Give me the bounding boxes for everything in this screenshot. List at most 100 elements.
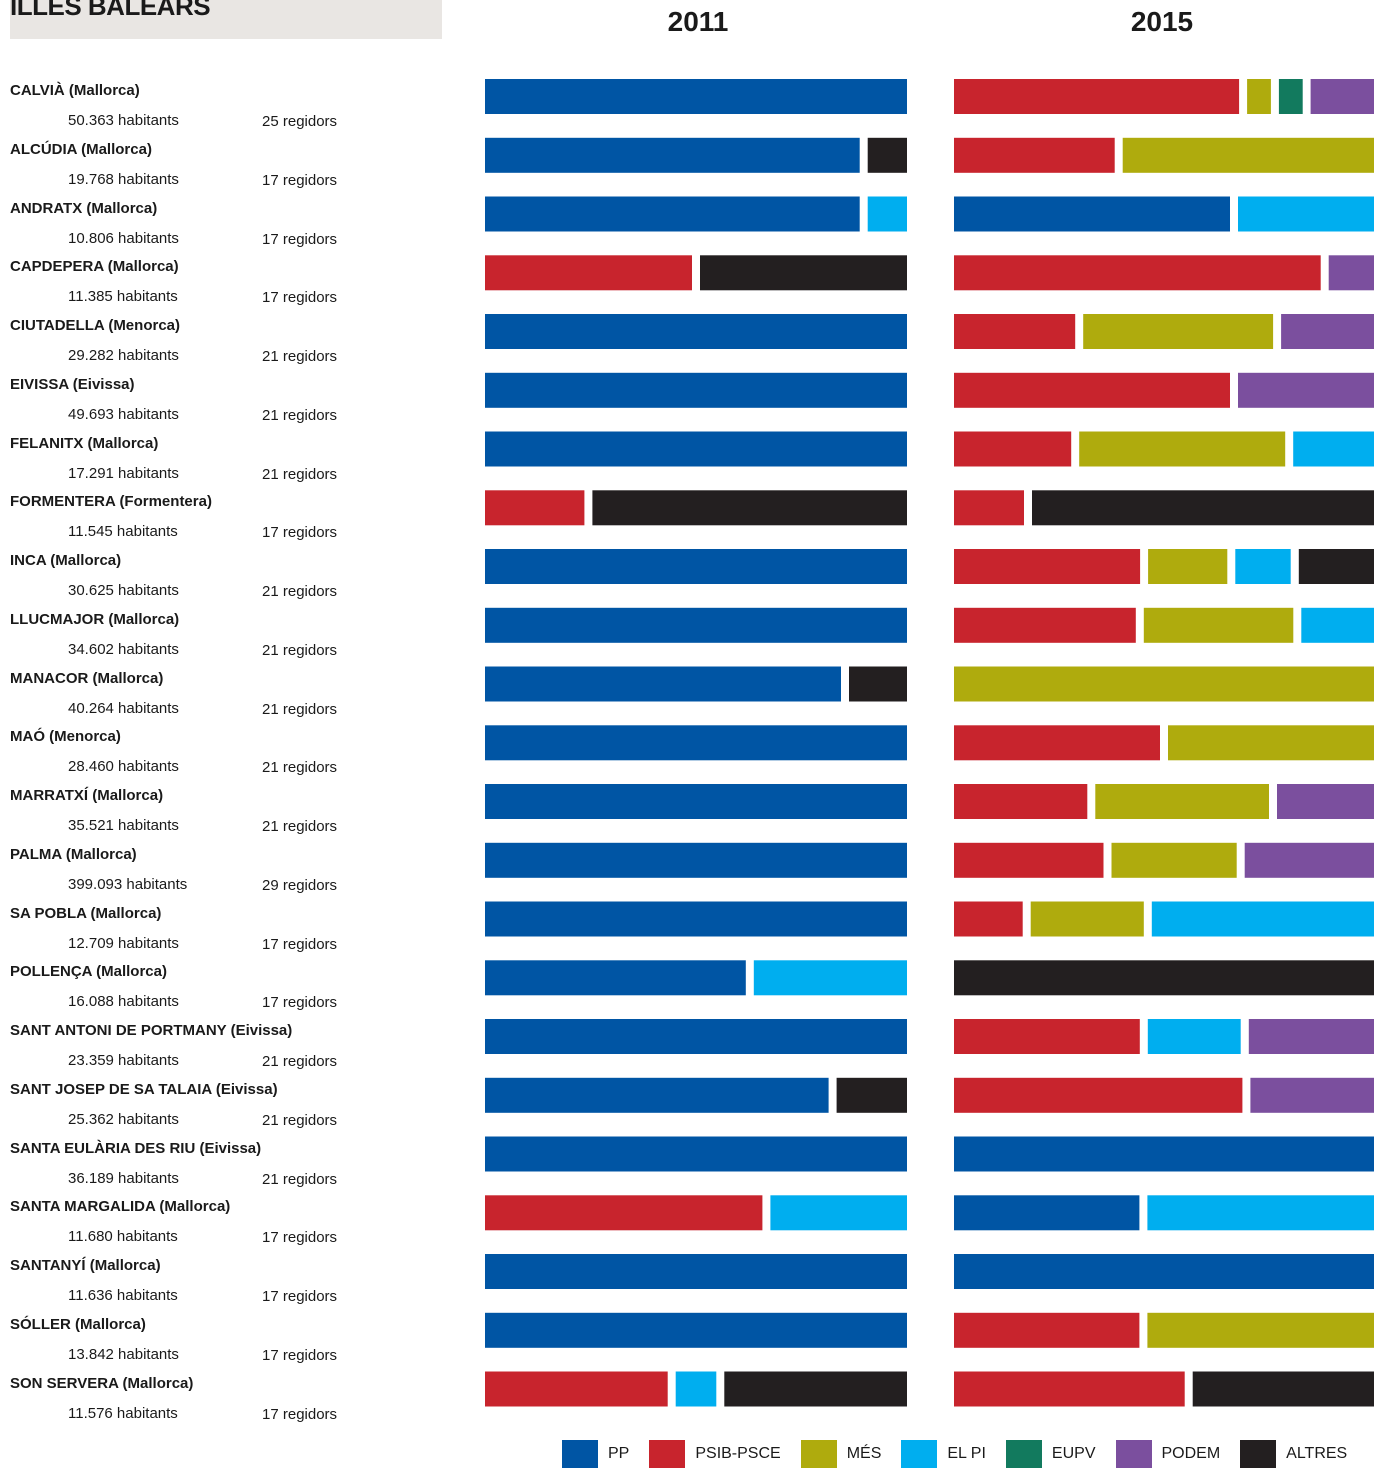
municipality-name: ALCÚDIA (Mallorca) bbox=[10, 140, 152, 158]
bar-segment-alcudia-mallorca-y2015-psib-psce bbox=[954, 137, 1115, 173]
bar-segment-sa-pobla-mallorca-y2015-psib-psce bbox=[954, 901, 1023, 937]
municipality-name: MANACOR (Mallorca) bbox=[10, 669, 164, 687]
municipality-name: SANT ANTONI DE PORTMANY (Eivissa) bbox=[10, 1022, 293, 1039]
municipality-name: SANTANYÍ (Mallorca) bbox=[10, 1257, 161, 1274]
municipality-councillors: 21 regidors bbox=[262, 1170, 338, 1188]
municipality-councillors: 17 regidors bbox=[262, 1229, 338, 1247]
bar-segment-sa-pobla-mallorca-y2011-pp bbox=[485, 901, 907, 937]
municipality-name: SANTA EULÀRIA DES RIU (Eivissa) bbox=[10, 1139, 262, 1157]
bar-segment-marratxi-mallorca-y2015-podem bbox=[1277, 784, 1374, 819]
bar-segment-andratx-mallorca-y2015-el-pi bbox=[1238, 196, 1374, 232]
bar-segment-mao-menorca-y2011-pp bbox=[485, 725, 907, 761]
bar-segment-marratxi-mallorca-y2015-psib-psce bbox=[954, 784, 1088, 819]
bar-segment-calvia-mallorca-y2015-mes bbox=[1247, 79, 1271, 114]
municipality-population: 11.385 habitants bbox=[68, 288, 178, 306]
municipality-councillors: 21 regidors bbox=[262, 700, 338, 718]
municipality-population: 35.521 habitants bbox=[68, 817, 179, 834]
bar-segment-eivissa-eivissa-y2015-psib-psce bbox=[954, 372, 1230, 408]
bar-segment-manacor-mallorca-y2011-altres bbox=[849, 666, 907, 702]
municipality-population: 29.282 habitants bbox=[68, 347, 179, 364]
municipality-councillors: 17 regidors bbox=[262, 230, 338, 248]
municipality-councillors: 17 regidors bbox=[262, 1288, 338, 1305]
municipality-population: 36.189 habitants bbox=[68, 1169, 179, 1187]
bar-segment-son-servera-mallorca-y2011-psib-psce bbox=[485, 1371, 668, 1407]
bar-segment-alcudia-mallorca-y2011-altres bbox=[867, 137, 907, 173]
municipality-name: ANDRATX (Mallorca) bbox=[10, 199, 158, 217]
municipality-councillors: 17 regidors bbox=[262, 1405, 338, 1423]
legend: PP PSIB-PSCE MÉS EL PI EUPV PODEM ALTRES bbox=[562, 1440, 1367, 1468]
bar-segment-sant-antoni-de-portmany-eivissa-y2015-psib-psce bbox=[954, 1019, 1140, 1054]
bar-segment-son-servera-mallorca-y2011-el-pi bbox=[675, 1371, 717, 1407]
legend-label: ALTRES bbox=[1286, 1445, 1348, 1462]
municipality-councillors: 21 regidors bbox=[262, 583, 338, 600]
legend-item-altres: ALTRES bbox=[1240, 1440, 1347, 1468]
municipality-name: MARRATXÍ (Mallorca) bbox=[10, 787, 164, 804]
bar-segment-mao-menorca-y2015-mes bbox=[1168, 725, 1374, 761]
bar-segment-capdepera-mallorca-y2015-psib-psce bbox=[954, 255, 1321, 291]
municipality-population: 30.625 habitants bbox=[68, 582, 179, 599]
municipality-population: 19.768 habitants bbox=[68, 170, 179, 188]
municipality-councillors: 17 regidors bbox=[262, 289, 338, 307]
bar-segment-inca-mallorca-y2011-pp bbox=[485, 549, 907, 584]
bar-segment-sant-josep-de-sa-talaia-eivissa-y2011-pp bbox=[485, 1077, 829, 1113]
bar-segment-calvia-mallorca-y2015-psib-psce bbox=[954, 79, 1240, 114]
legend-item-eupv: EUPV bbox=[1005, 1440, 1096, 1468]
legend-label: PSIB-PSCE bbox=[695, 1445, 781, 1462]
municipality-name: FELANITX (Mallorca) bbox=[10, 434, 159, 452]
bar-segment-santa-margalida-mallorca-y2015-el-pi bbox=[1147, 1195, 1374, 1231]
bar-segment-llucmajor-mallorca-y2015-el-pi bbox=[1301, 607, 1374, 643]
bar-segment-andratx-mallorca-y2011-pp bbox=[485, 196, 860, 232]
municipality-name: CALVIÀ (Mallorca) bbox=[10, 82, 140, 99]
municipality-name: SANTA MARGALIDA (Mallorca) bbox=[10, 1198, 231, 1216]
municipality-name: SÓLLER (Mallorca) bbox=[10, 1315, 146, 1333]
municipality-councillors: 25 regidors bbox=[262, 113, 338, 130]
municipality-name: CAPDEPERA (Mallorca) bbox=[10, 258, 179, 276]
bar-segment-palma-mallorca-y2015-podem bbox=[1244, 842, 1374, 878]
municipality-councillors: 21 regidors bbox=[262, 348, 338, 365]
year-title-2011: 2011 bbox=[667, 6, 729, 37]
municipality-councillors: 17 regidors bbox=[262, 994, 338, 1012]
legend-item-mes: MÉS bbox=[800, 1440, 881, 1468]
legend-item-el-pi: EL PI bbox=[901, 1440, 986, 1468]
header-box bbox=[10, 0, 442, 39]
municipality-name: SANT JOSEP DE SA TALAIA (Eivissa) bbox=[10, 1080, 278, 1098]
bar-segment-santa-margalida-mallorca-y2015-pp bbox=[954, 1195, 1140, 1231]
bar-segment-formentera-formentera-y2015-altres bbox=[1032, 490, 1374, 526]
bar-segment-llucmajor-mallorca-y2015-psib-psce bbox=[954, 607, 1136, 643]
bar-segment-sa-pobla-mallorca-y2015-mes bbox=[1030, 901, 1144, 937]
municipality-population: 11.576 habitants bbox=[68, 1404, 178, 1422]
bar-segment-palma-mallorca-y2011-pp bbox=[485, 842, 907, 878]
bar-segment-calvia-mallorca-y2015-podem bbox=[1310, 79, 1374, 114]
bar-segment-andratx-mallorca-y2015-pp bbox=[954, 196, 1230, 232]
bar-segment-son-servera-mallorca-y2015-altres bbox=[1192, 1371, 1374, 1407]
legend-label: PP bbox=[608, 1445, 630, 1462]
bar-segment-santa-eularia-des-riu-eivissa-y2015-pp bbox=[954, 1136, 1374, 1172]
bar-segment-manacor-mallorca-y2011-pp bbox=[485, 666, 841, 702]
municipality-name: POLLENÇA (Mallorca) bbox=[10, 963, 167, 981]
bar-segment-felanitx-mallorca-y2015-mes bbox=[1079, 431, 1286, 467]
municipality-population: 23.359 habitants bbox=[68, 1052, 179, 1069]
bar-segment-santanyi-mallorca-y2011-pp bbox=[485, 1254, 907, 1289]
municipality-councillors: 29 regidors bbox=[262, 876, 338, 894]
bar-segment-sant-josep-de-sa-talaia-eivissa-y2011-altres bbox=[836, 1077, 907, 1113]
municipality-name: CIUTADELLA (Menorca) bbox=[10, 317, 180, 334]
bar-segment-santa-margalida-mallorca-y2011-psib-psce bbox=[485, 1195, 763, 1231]
bar-segment-marratxi-mallorca-y2015-mes bbox=[1095, 784, 1269, 819]
municipality-name: LLUCMAJOR (Mallorca) bbox=[10, 610, 180, 628]
municipality-population: 50.363 habitants bbox=[68, 112, 179, 129]
bar-segment-capdepera-mallorca-y2011-psib-psce bbox=[485, 255, 692, 291]
bar-segment-mao-menorca-y2015-psib-psce bbox=[954, 725, 1160, 761]
bar-segment-formentera-formentera-y2015-psib-psce bbox=[954, 490, 1024, 526]
bar-segment-felanitx-mallorca-y2011-pp bbox=[485, 431, 907, 467]
municipality-councillors: 21 regidors bbox=[262, 1111, 338, 1129]
legend-swatch bbox=[1240, 1440, 1277, 1468]
bar-segment-alcudia-mallorca-y2015-mes bbox=[1122, 137, 1374, 173]
municipality-councillors: 21 regidors bbox=[262, 641, 338, 659]
bar-segment-ciutadella-menorca-y2011-pp bbox=[485, 314, 907, 349]
municipality-councillors: 17 regidors bbox=[262, 524, 338, 542]
municipality-councillors: 21 regidors bbox=[262, 818, 338, 835]
municipality-population: 49.693 habitants bbox=[68, 405, 179, 423]
bar-segment-son-servera-mallorca-y2015-psib-psce bbox=[954, 1371, 1185, 1407]
year-title-2015: 2015 bbox=[1130, 6, 1194, 37]
municipality-name: INCA (Mallorca) bbox=[10, 552, 122, 569]
